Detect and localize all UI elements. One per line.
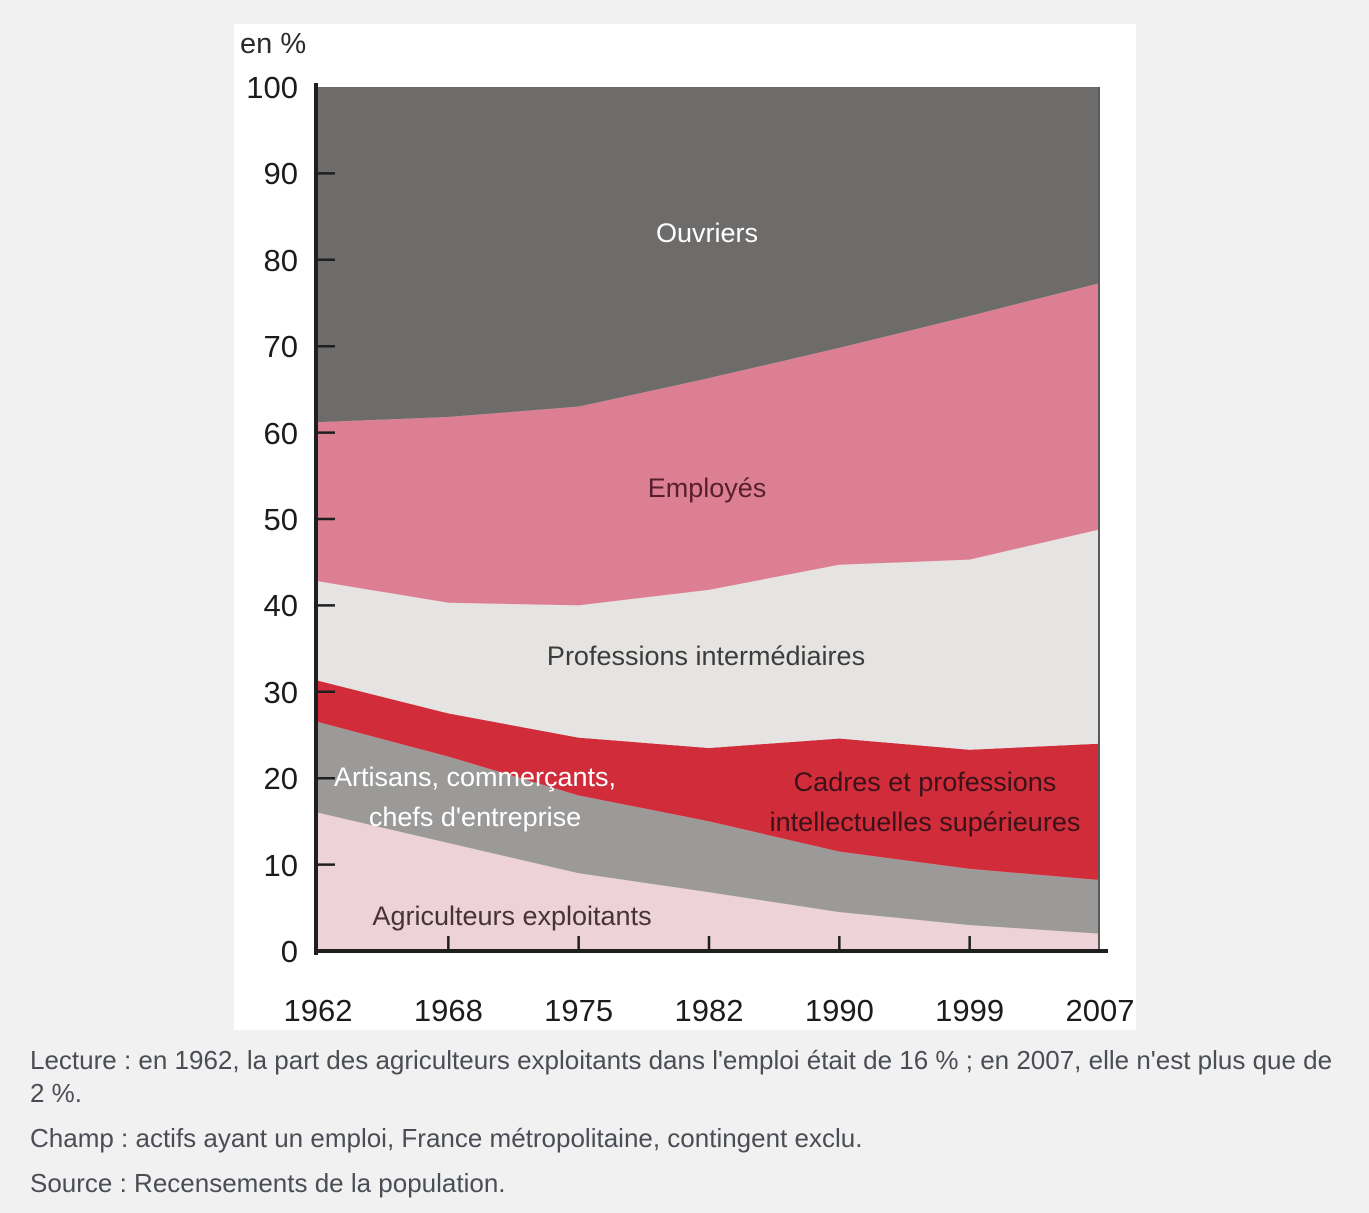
- y-axis-unit-label: en %: [240, 28, 307, 60]
- area-5: [318, 283, 1100, 606]
- y-axis-label-70: 70: [263, 329, 298, 365]
- area-label-agriculteurs: Agriculteurs exploitants: [372, 901, 652, 931]
- area-1: [318, 812, 1100, 951]
- x-axis-label-1982: 1982: [674, 993, 744, 1028]
- y-axis-label-60: 60: [263, 415, 298, 451]
- y-axis-label-90: 90: [263, 156, 298, 192]
- area-label-cadres-line2: intellectuelles supérieures: [769, 807, 1081, 837]
- area-label-artisans: Artisans, commerçants, chefs d'entrepris…: [334, 757, 616, 837]
- y-axis-label-100: 100: [246, 70, 298, 105]
- area-label-cadres: Cadres et professions intellectuelles su…: [770, 762, 1081, 842]
- area-label-cadres-line1: Cadres et professions: [793, 767, 1057, 797]
- note-champ: Champ : actifs ayant un emploi, France m…: [30, 1123, 863, 1153]
- y-axis-label-40: 40: [263, 588, 298, 624]
- y-axis-label-50: 50: [263, 502, 298, 537]
- x-axis-label-1968: 1968: [413, 993, 483, 1028]
- y-axis-label-20: 20: [263, 761, 298, 797]
- note-source: Source : Recensements de la population.: [30, 1168, 506, 1198]
- y-axis-label-0: 0: [280, 934, 298, 969]
- x-axis-label-1962: 1962: [283, 993, 353, 1028]
- note-lecture: Lecture : en 1962, la part des agriculte…: [30, 1045, 1333, 1108]
- area-label-employes: Employés: [647, 473, 767, 503]
- y-axis-label-80: 80: [263, 242, 298, 278]
- x-axis-label-1999: 1999: [935, 993, 1005, 1028]
- area-label-ouvriers: Ouvriers: [655, 218, 759, 248]
- x-axis-label-1975: 1975: [544, 993, 614, 1028]
- chart-notes: Lecture : en 1962, la part des agriculte…: [30, 1044, 1350, 1212]
- x-axis-line: [314, 949, 1108, 953]
- area-4: [318, 529, 1100, 750]
- area-label-artisans-line1: Artisans, commerçants,: [333, 762, 617, 792]
- area-label-artisans-line2: chefs d'entreprise: [368, 802, 582, 832]
- x-axis-label-1990: 1990: [804, 993, 874, 1028]
- y-axis-label-10: 10: [263, 847, 298, 883]
- y-axis-line: [314, 83, 318, 955]
- area-6: [318, 87, 1100, 423]
- y-axis-label-30: 30: [263, 674, 298, 710]
- x-axis-label-2007: 2007: [1065, 993, 1135, 1028]
- stacked-area-plot: [318, 87, 1100, 951]
- area-3: [318, 680, 1100, 881]
- area-2: [318, 722, 1100, 934]
- area-label-professions-intermediaires: Professions intermédiaires: [546, 641, 866, 671]
